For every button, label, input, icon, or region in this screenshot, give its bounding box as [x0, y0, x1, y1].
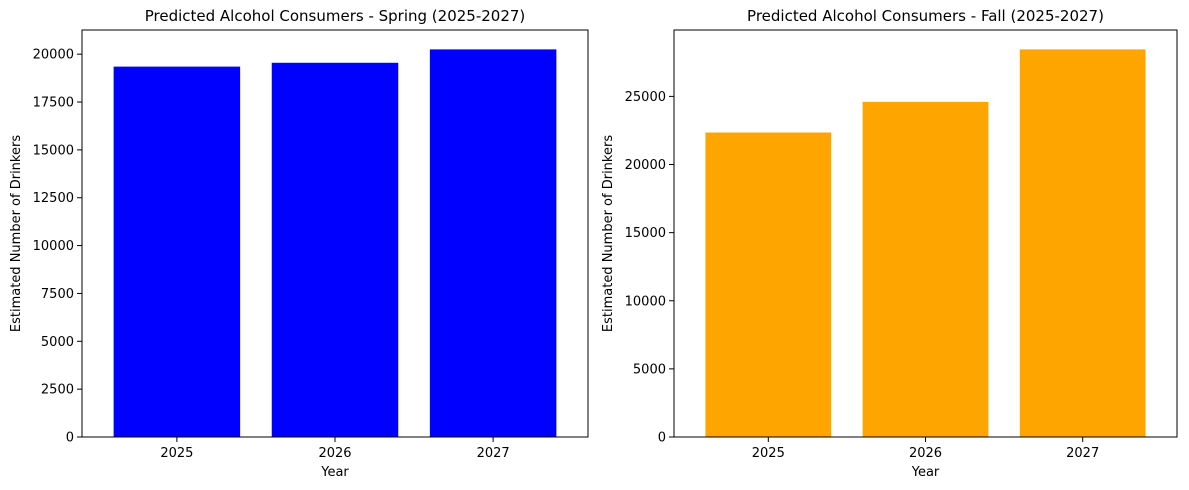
spring-y-axis-label: Estimated Number of Drinkers — [9, 135, 24, 332]
spring-y-tick-label: 10000 — [33, 239, 74, 254]
fall-y-tick-label: 10000 — [625, 294, 666, 309]
spring-chart-panel: Predicted Alcohol Consumers - Spring (20… — [9, 7, 589, 480]
fall-y-axis-label: Estimated Number of Drinkers — [601, 135, 616, 332]
spring-y-tick-label: 15000 — [33, 143, 74, 158]
fall-chart-panel: Predicted Alcohol Consumers - Fall (2025… — [601, 7, 1178, 480]
spring-y-tick-label: 7500 — [41, 287, 74, 302]
spring-x-tick-label-2027: 2027 — [477, 446, 510, 461]
fall-y-tick-label: 20000 — [625, 158, 666, 173]
fall-bar-2025 — [705, 132, 832, 437]
spring-chart-title: Predicted Alcohol Consumers - Spring (20… — [145, 7, 526, 25]
spring-bar-2027 — [429, 49, 557, 437]
fall-chart-title: Predicted Alcohol Consumers - Fall (2025… — [747, 7, 1104, 25]
fall-x-tick-label-2026: 2026 — [909, 446, 942, 461]
fall-x-tick-label-2025: 2025 — [752, 446, 785, 461]
fall-x-axis-label: Year — [911, 465, 940, 480]
fall-y-tick-label: 5000 — [633, 362, 666, 377]
spring-y-tick-label: 20000 — [33, 48, 74, 63]
spring-y-tick-label: 2500 — [41, 383, 74, 398]
spring-bar-2025 — [113, 66, 241, 438]
spring-y-tick-label: 0 — [66, 431, 74, 446]
spring-y-tick-label: 12500 — [33, 191, 74, 206]
fall-x-tick-label-2027: 2027 — [1066, 446, 1099, 461]
spring-y-tick-label: 17500 — [33, 96, 74, 111]
spring-y-tick-label: 5000 — [41, 335, 74, 350]
fall-bar-2026 — [862, 101, 989, 437]
spring-x-tick-label-2026: 2026 — [318, 446, 351, 461]
spring-x-tick-label-2025: 2025 — [160, 446, 193, 461]
fall-y-tick-label: 25000 — [625, 90, 666, 105]
fall-bar-2027 — [1019, 49, 1146, 437]
fall-y-tick-label: 15000 — [625, 226, 666, 241]
spring-x-axis-label: Year — [320, 465, 349, 480]
spring-bar-2026 — [271, 62, 399, 437]
fall-y-tick-label: 0 — [658, 431, 666, 446]
